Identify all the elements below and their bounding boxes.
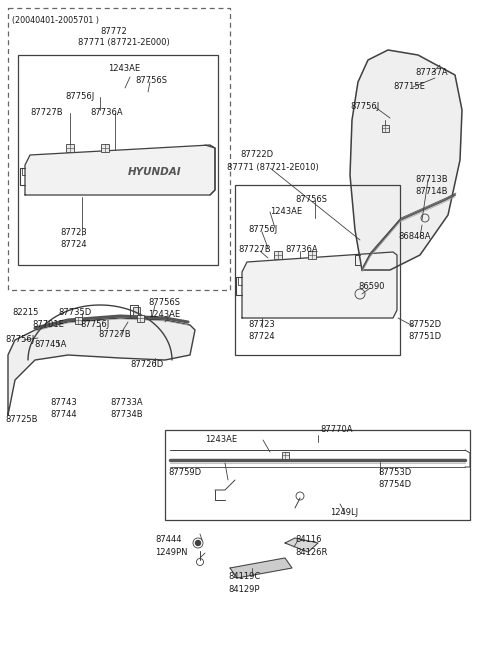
Text: 82215: 82215 <box>12 308 38 317</box>
Bar <box>18 55 218 265</box>
Text: 87727B: 87727B <box>30 108 62 117</box>
Text: 87752D: 87752D <box>408 320 441 329</box>
Text: 87756S: 87756S <box>148 298 180 307</box>
Text: 87715E: 87715E <box>393 82 425 91</box>
Text: 87751D: 87751D <box>408 332 441 341</box>
Text: 87727B: 87727B <box>98 330 131 339</box>
Text: 1243AE: 1243AE <box>270 207 302 216</box>
Text: 87756J: 87756J <box>350 102 379 111</box>
Text: 87756J: 87756J <box>248 225 277 234</box>
Text: 87723: 87723 <box>248 320 275 329</box>
Text: 87733A: 87733A <box>110 398 143 407</box>
Text: 87722D: 87722D <box>240 150 273 159</box>
Polygon shape <box>285 538 318 552</box>
Bar <box>235 185 400 355</box>
Text: 87726D: 87726D <box>130 360 163 369</box>
Circle shape <box>195 540 201 546</box>
Text: 87756S: 87756S <box>295 195 327 204</box>
Bar <box>281 451 288 458</box>
Text: 87770A: 87770A <box>320 425 352 434</box>
Text: 87724: 87724 <box>248 332 275 341</box>
Text: 84116: 84116 <box>295 535 322 544</box>
Text: 87714B: 87714B <box>415 187 447 196</box>
Polygon shape <box>8 318 195 415</box>
Text: 87771 (87721-2E010): 87771 (87721-2E010) <box>227 163 319 172</box>
Text: 87701E: 87701E <box>32 320 64 329</box>
Text: 84126R: 84126R <box>295 548 327 557</box>
Text: 87753D: 87753D <box>378 468 411 477</box>
Text: 1249PN: 1249PN <box>155 548 188 557</box>
Text: 87727B: 87727B <box>238 245 271 254</box>
Text: 87724: 87724 <box>60 240 86 249</box>
Text: 87754D: 87754D <box>378 480 411 489</box>
Text: 87756S: 87756S <box>135 76 167 85</box>
Polygon shape <box>350 50 462 270</box>
Polygon shape <box>242 252 397 318</box>
Text: 87734B: 87734B <box>110 410 143 419</box>
Text: 87444: 87444 <box>155 535 181 544</box>
Text: 84129P: 84129P <box>228 585 260 594</box>
Bar <box>74 316 82 324</box>
Text: 87756J: 87756J <box>80 320 109 329</box>
Text: 86590: 86590 <box>358 282 384 291</box>
Text: 87756J: 87756J <box>65 92 94 101</box>
Text: 87744: 87744 <box>50 410 77 419</box>
Bar <box>101 144 109 152</box>
Text: 1249LJ: 1249LJ <box>330 508 358 517</box>
Bar <box>133 307 140 316</box>
Polygon shape <box>230 558 292 578</box>
Bar <box>382 124 388 132</box>
Text: 1243AE: 1243AE <box>108 64 140 73</box>
Bar <box>274 251 282 259</box>
Text: 87759D: 87759D <box>168 468 201 477</box>
Polygon shape <box>25 145 215 195</box>
Text: HYUNDAI: HYUNDAI <box>128 167 182 177</box>
Text: 87756J: 87756J <box>5 335 34 344</box>
Text: 87745A: 87745A <box>34 340 66 349</box>
Text: 87736A: 87736A <box>90 108 122 117</box>
Text: 87771 (87721-2E000): 87771 (87721-2E000) <box>78 38 170 47</box>
Text: 87736A: 87736A <box>285 245 318 254</box>
Bar <box>8 8 230 290</box>
Text: 87723: 87723 <box>60 228 87 237</box>
Text: 1243AE: 1243AE <box>205 435 237 444</box>
Text: 87713B: 87713B <box>415 175 448 184</box>
Text: 87772: 87772 <box>100 27 127 36</box>
Text: 87735D: 87735D <box>58 308 91 317</box>
Bar <box>66 144 74 152</box>
Bar <box>136 314 144 322</box>
Bar <box>165 430 470 520</box>
Text: (20040401-2005701 ): (20040401-2005701 ) <box>12 16 99 25</box>
Text: 87737A: 87737A <box>415 68 448 77</box>
Text: 86848A: 86848A <box>398 232 431 241</box>
Bar <box>308 251 316 259</box>
Text: 87725B: 87725B <box>5 415 37 424</box>
Text: 87743: 87743 <box>50 398 77 407</box>
Text: 84119C: 84119C <box>228 572 260 581</box>
Text: 1243AE: 1243AE <box>148 310 180 319</box>
